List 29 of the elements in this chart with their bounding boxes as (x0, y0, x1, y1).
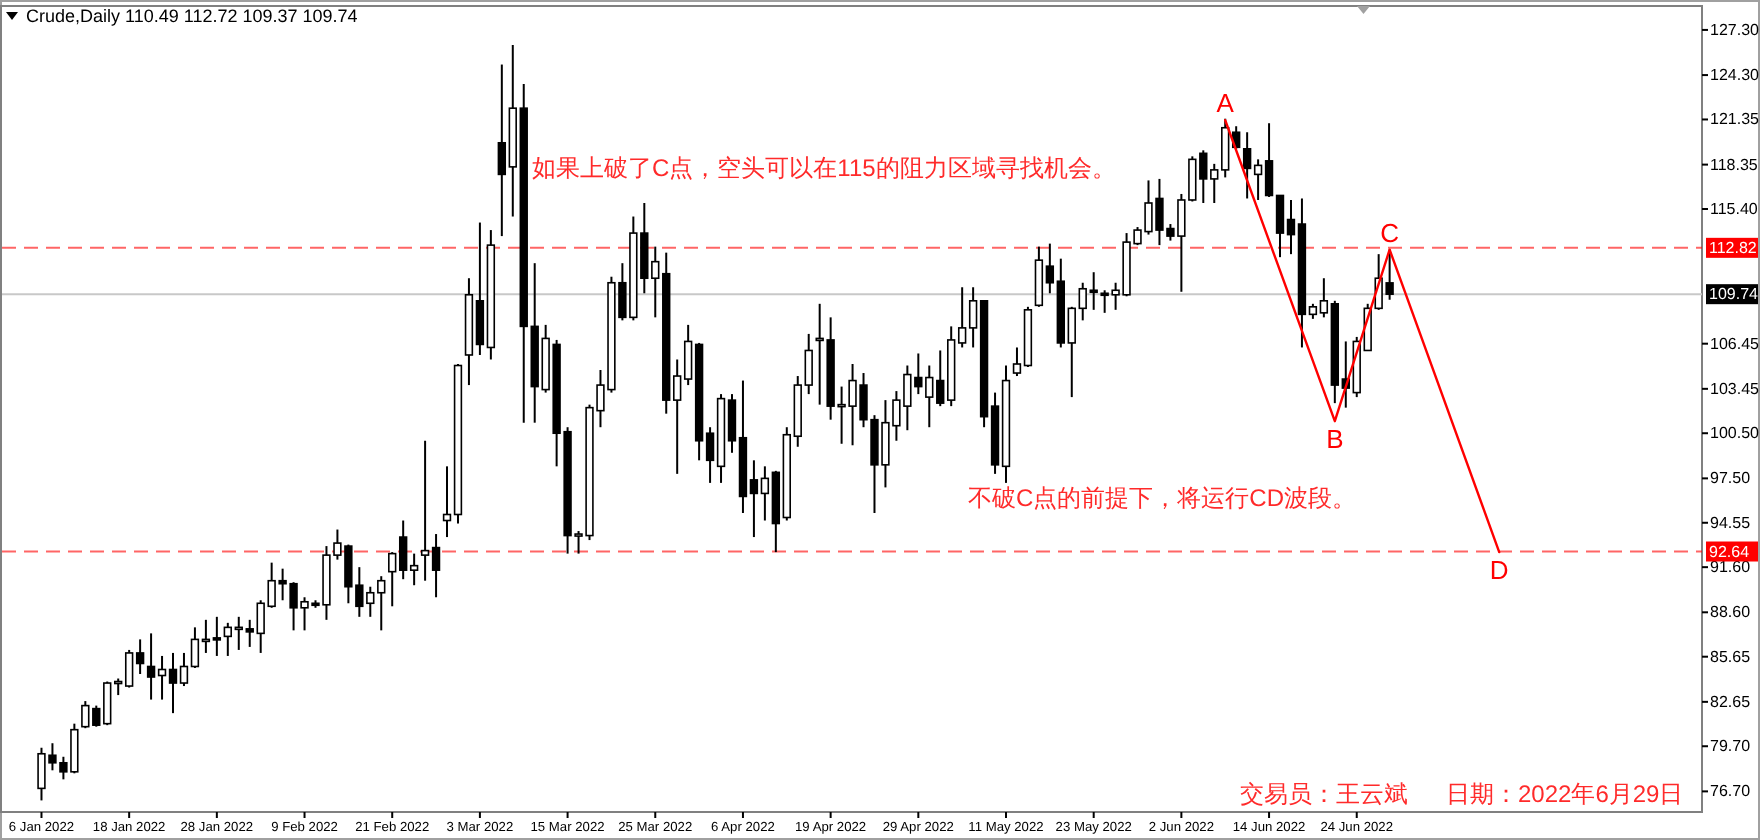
chart-title: Crude,Daily 110.49 112.72 109.37 109.74 (26, 6, 358, 26)
y-tick-label: 94.55 (1710, 513, 1752, 532)
y-tick-label: 118.35 (1710, 155, 1759, 174)
ref-line-label: 109.74 (1709, 285, 1760, 304)
y-tick-label: 76.70 (1710, 782, 1752, 801)
y-tick-label: 121.35 (1710, 110, 1760, 129)
data-label: A (1216, 88, 1235, 119)
y-tick-label: 79.70 (1710, 737, 1752, 756)
y-tick-label: 82.65 (1710, 692, 1752, 711)
data-label: B (1326, 424, 1344, 455)
data-label: D (1489, 555, 1509, 586)
data-label: C (1380, 217, 1400, 248)
y-tick-label: 106.45 (1710, 334, 1760, 353)
y-tick-label: 127.30 (1710, 20, 1760, 39)
y-tick-label: 100.50 (1710, 424, 1760, 443)
y-tick-label: 88.60 (1710, 603, 1752, 622)
line-series (1224, 119, 1501, 554)
y-tick-label: 124.30 (1710, 66, 1760, 85)
annotation: 日期：2022年6月29日 (1446, 780, 1684, 808)
annotation: 不破C点的前提下，将运行CD波段。 (968, 484, 1356, 512)
y-tick-label: 115.40 (1710, 200, 1759, 218)
ref-line-label: 92.64 (1709, 542, 1751, 561)
annotation: 交易员：王云斌 (1240, 780, 1408, 808)
annotation: 如果上破了C点，空头可以在115的阻力区域寻找机会。 (532, 154, 1116, 182)
y-tick-label: 97.50 (1710, 469, 1752, 488)
ref-line-label: 112.82 (1709, 238, 1758, 257)
y-tick-label: 85.65 (1710, 647, 1752, 666)
y-tick-label: 103.45 (1710, 379, 1760, 398)
y-tick-label: 91.60 (1710, 558, 1752, 577)
